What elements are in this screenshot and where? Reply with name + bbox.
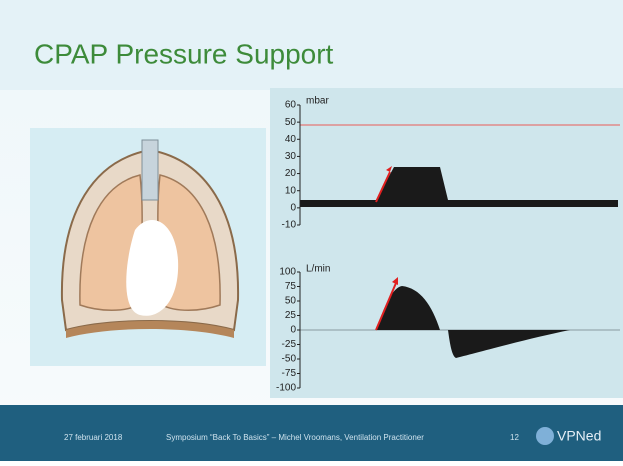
y-tick-label: 0 xyxy=(290,325,296,336)
y-tick-label: 50 xyxy=(285,296,297,307)
y-tick-label: 60 xyxy=(285,100,297,111)
slide: CPAP Pressure Support mbar L/min 27 febr… xyxy=(0,0,623,461)
y-tick-label: 30 xyxy=(285,151,297,162)
lung-illustration xyxy=(30,128,266,366)
y-tick-label: -75 xyxy=(282,368,297,379)
footer-text: Symposium “Back To Basics” – Michel Vroo… xyxy=(166,433,424,442)
y-tick-label: -100 xyxy=(276,383,296,394)
page-number: 12 xyxy=(510,433,519,442)
footer-date: 27 februari 2018 xyxy=(64,433,123,442)
y-tick-label: 100 xyxy=(279,267,296,278)
y-tick-label: -25 xyxy=(282,339,297,350)
y-tick-label: 20 xyxy=(285,168,297,179)
slide-title: CPAP Pressure Support xyxy=(34,38,334,69)
y-tick-label: -10 xyxy=(282,220,297,231)
logo-icon xyxy=(536,427,554,445)
y-tick-label: 75 xyxy=(285,281,297,292)
flow-unit: L/min xyxy=(306,264,330,275)
y-tick-label: 10 xyxy=(285,185,297,196)
waveform-panel xyxy=(270,88,623,398)
pressure-unit: mbar xyxy=(306,96,329,107)
y-tick-label: 0 xyxy=(290,202,296,213)
y-tick-label: 50 xyxy=(285,117,297,128)
y-tick-label: 25 xyxy=(285,310,297,321)
logo-text: VPNed xyxy=(557,428,601,444)
y-tick-label: -50 xyxy=(282,354,297,365)
y-tick-label: 40 xyxy=(285,134,297,145)
